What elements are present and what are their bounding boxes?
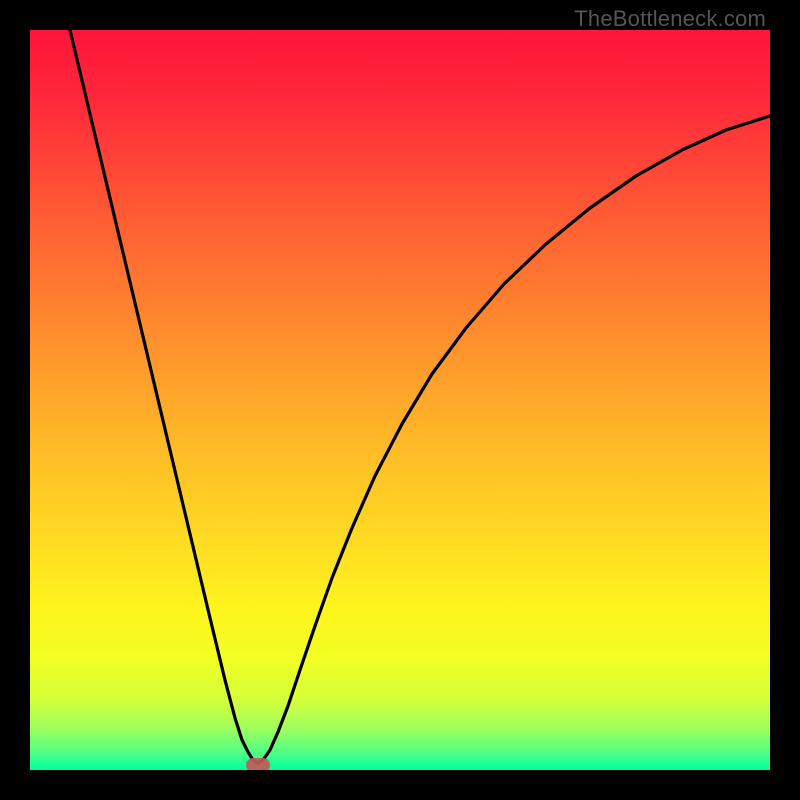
chart-frame: TheBottleneck.com — [0, 0, 800, 800]
minimum-marker — [246, 758, 270, 770]
watermark-text: TheBottleneck.com — [574, 6, 766, 32]
plot-area — [30, 30, 770, 770]
bottleneck-curve — [30, 30, 770, 770]
